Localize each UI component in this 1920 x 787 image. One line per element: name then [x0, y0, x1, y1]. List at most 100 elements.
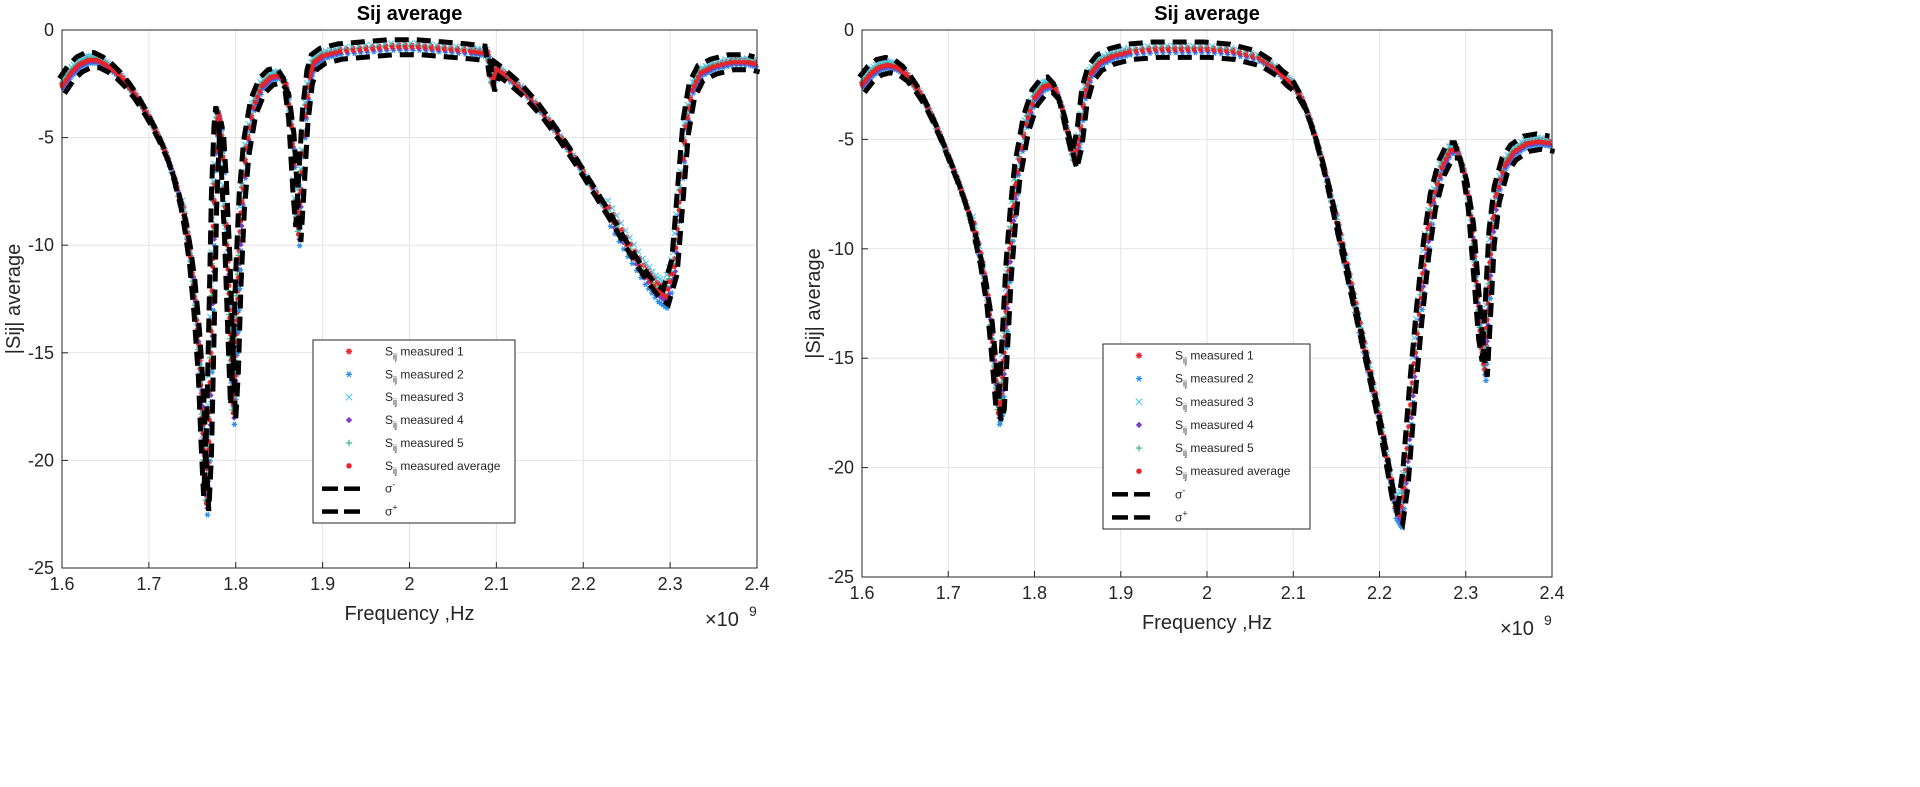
data-point [715, 63, 721, 68]
legend-marker [346, 463, 352, 469]
data-point [441, 46, 447, 52]
x-tick-label: 2.3 [1453, 583, 1478, 603]
y-axis-label: |Sij| average [803, 248, 825, 358]
y-tick-label: -15 [28, 343, 54, 363]
x-tick-label: 1.9 [1108, 583, 1133, 603]
data-point [1185, 47, 1190, 53]
data-point [1139, 48, 1145, 54]
data-point [428, 45, 434, 51]
x-tick-label: 1.7 [936, 583, 961, 603]
data-point [1029, 102, 1035, 107]
y-tick-label: -5 [838, 129, 854, 149]
data-point [1122, 50, 1128, 56]
data-point [231, 421, 238, 428]
y-tick-label: -10 [828, 239, 854, 259]
data-point [1159, 47, 1165, 53]
data-point [1230, 49, 1236, 55]
x-tick-label: 1.9 [310, 574, 335, 594]
data-point [1546, 140, 1552, 146]
data-point [363, 46, 369, 52]
data-point [695, 74, 701, 80]
data-point [472, 49, 478, 55]
data-point [752, 61, 758, 67]
data-point [376, 45, 382, 51]
x-tick-label: 2.4 [1539, 583, 1564, 603]
x-tick-label: 2 [1202, 583, 1212, 603]
data-point [1443, 156, 1449, 162]
x-exponent-power: 9 [749, 603, 757, 619]
data-point [328, 51, 334, 57]
data-point [1264, 61, 1270, 67]
y-tick-label: -5 [38, 128, 54, 148]
x-axis-label: Frequency ,Hz [1142, 612, 1272, 634]
data-point [1191, 47, 1197, 53]
y-tick-label: 0 [44, 20, 54, 40]
data-point [255, 94, 260, 100]
data-point [350, 48, 356, 53]
data-point [728, 59, 734, 65]
data-point [719, 62, 725, 67]
data-point [711, 64, 716, 69]
data-point [1204, 47, 1210, 53]
data-point [296, 242, 303, 249]
x-tick-label: 2.4 [744, 574, 769, 594]
x-tick-label: 2.1 [1281, 583, 1306, 603]
data-point [204, 511, 211, 518]
data-point [1439, 165, 1444, 171]
data-point [737, 59, 743, 65]
data-point [1133, 48, 1139, 54]
x-tick-label: 1.8 [1022, 583, 1047, 603]
data-point [1498, 177, 1504, 183]
data-point [422, 45, 428, 51]
data-point [1224, 48, 1229, 54]
y-tick-label: -20 [828, 458, 854, 478]
data-point [665, 286, 671, 292]
chart-right: 1.6 1.7 1.8 1.9 2 2.1 2.2 2.3 2.40-5-10-15-20-25… [803, 3, 1565, 640]
data-point [1025, 115, 1031, 120]
data-point [667, 279, 673, 285]
chart-title: Sij average [357, 3, 463, 25]
legend-marker [1136, 468, 1142, 474]
data-point [396, 44, 402, 50]
chart-title: Sij average [1154, 3, 1260, 25]
data-point [467, 49, 473, 54]
x-tick-label: 2.3 [658, 574, 683, 594]
x-tick-label: 2.1 [484, 574, 509, 594]
x-exponent-label: ×10 [705, 609, 739, 631]
x-exponent-power: 9 [1544, 612, 1552, 628]
data-point [344, 48, 349, 54]
data-point [1178, 47, 1184, 53]
data-point [1445, 152, 1451, 158]
data-point [1256, 56, 1262, 61]
data-point [454, 48, 460, 53]
data-point [252, 99, 258, 105]
data-point [402, 44, 408, 50]
data-point [324, 52, 330, 58]
data-point [257, 88, 263, 94]
data-point [1118, 51, 1124, 57]
y-tick-label: 0 [844, 20, 854, 40]
data-point [1236, 51, 1242, 56]
data-point [1114, 52, 1119, 58]
data-point [724, 60, 729, 66]
data-point [409, 44, 415, 50]
legend-marker [1135, 352, 1143, 359]
data-point [370, 46, 375, 52]
data-point [448, 47, 454, 53]
data-point [1152, 47, 1158, 53]
data-point [383, 45, 388, 51]
x-exponent-label: ×10 [1500, 618, 1534, 640]
data-point [389, 44, 395, 50]
data-point [1126, 49, 1132, 55]
data-point [1269, 64, 1275, 70]
x-tick-label: 1.7 [136, 574, 161, 594]
data-point [663, 294, 669, 300]
data-point [691, 83, 697, 89]
data-point [1243, 52, 1249, 58]
x-tick-label: 2.2 [571, 574, 596, 594]
data-point [337, 49, 343, 54]
data-point [1441, 161, 1447, 166]
